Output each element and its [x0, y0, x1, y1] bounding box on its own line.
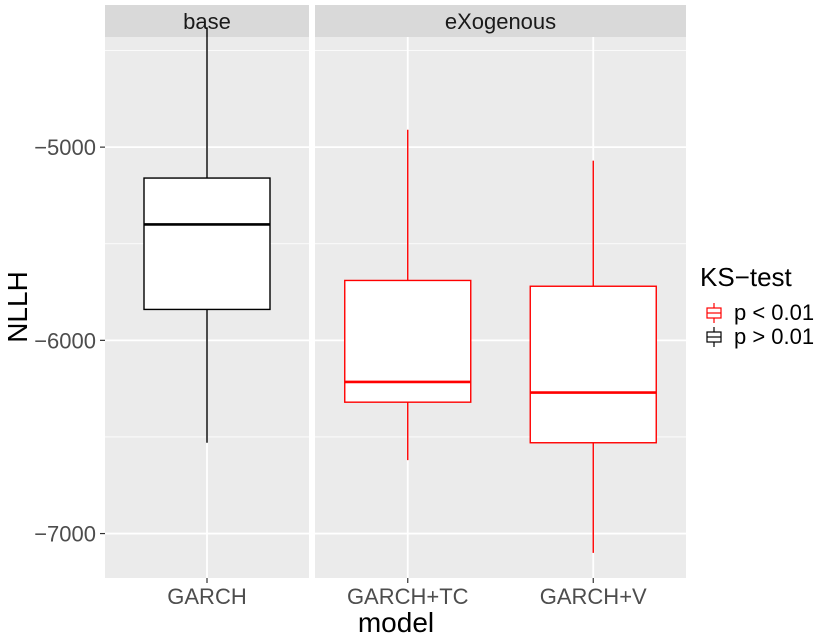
facet-strip-label: eXogenous [445, 9, 556, 34]
legend-label-p-lt-001: p < 0.01 [734, 300, 815, 325]
x-axis-title: model [358, 607, 434, 638]
y-tick-label: −5000 [34, 135, 96, 160]
legend: KS−test p < 0.01 p > 0.01 [700, 262, 814, 349]
box [143, 177, 271, 311]
y-tick-label: −7000 [34, 522, 96, 547]
box [344, 279, 472, 403]
y-axis-title: NLLH [2, 271, 33, 343]
legend-key-black [706, 327, 722, 347]
legend-key-red [706, 303, 722, 323]
facet-strip [315, 5, 686, 37]
legend-label-p-gt-001: p > 0.01 [734, 324, 815, 349]
x-tick-label: GARCH+V [540, 584, 647, 609]
legend-item-p-gt-001: p > 0.01 [700, 324, 815, 349]
x-tick-label: GARCH [167, 584, 246, 609]
legend-title: KS−test [700, 262, 792, 292]
y-tick-label: −6000 [34, 328, 96, 353]
legend-item-p-lt-001: p < 0.01 [700, 300, 815, 325]
box [529, 285, 657, 444]
x-tick-label: GARCH+TC [347, 584, 469, 609]
